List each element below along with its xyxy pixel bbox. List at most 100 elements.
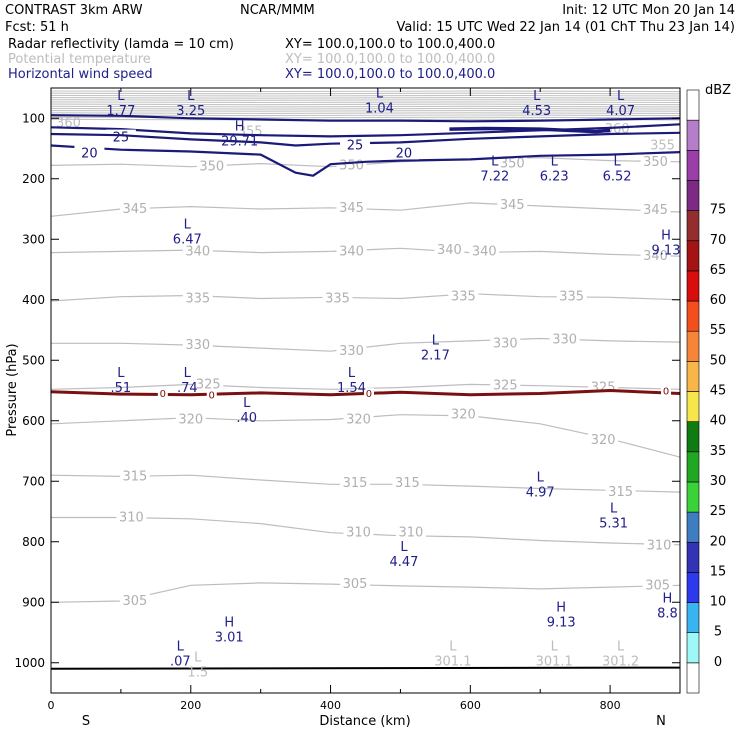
colorbar-swatch — [686, 481, 700, 513]
extremum-value: 6.47 — [173, 232, 202, 247]
colorbar-swatch — [686, 150, 700, 181]
theta-contour-label: 320 — [451, 408, 476, 423]
extremum-marker: L4.53 — [522, 89, 551, 119]
colorbar-swatch — [686, 210, 700, 242]
extremum-type: L — [537, 470, 545, 485]
extremum-marker: H3.01 — [215, 615, 244, 645]
extremum-marker: L2.17 — [421, 334, 450, 364]
extremum-marker: H29.71 — [221, 119, 258, 149]
extremum-type: H — [663, 591, 673, 606]
theta-contour-label: 345 — [500, 198, 525, 213]
extremum-value: 4.97 — [526, 485, 555, 500]
colorbar-swatch — [686, 572, 700, 603]
theta-contour-label: 310 — [399, 526, 424, 541]
extremum-marker: L5.31 — [599, 502, 628, 532]
extremum-value: 3.25 — [176, 104, 205, 119]
x-tick-label: 800 — [600, 699, 621, 712]
extremum-type: L — [551, 154, 559, 169]
init-time: Init: 12 UTC Mon 20 Jan 14 — [562, 3, 735, 18]
theta-contour-label: 335 — [559, 290, 584, 305]
extremum-type: L — [551, 640, 559, 655]
extremum-type: L — [617, 89, 625, 104]
theta-contour-label-bg — [549, 331, 580, 346]
theta-contour-label-bg — [116, 509, 147, 524]
colorbar-swatch — [686, 451, 700, 483]
theta-contour-label-bg — [336, 199, 367, 214]
colorbar-swatch — [686, 421, 700, 453]
colorbar-level: 50 — [710, 353, 727, 368]
extremum-value: 9.13 — [652, 243, 681, 258]
field-wind-xy: XY= 100.0,100.0 to 100.0,400.0 — [285, 67, 495, 82]
extremum-value: 1.04 — [365, 102, 394, 117]
x-axis-label: Distance (km) — [319, 714, 410, 729]
extremum-type: L — [243, 396, 251, 411]
theta-contour-label: 350 — [199, 160, 224, 175]
extremum-value: 1.54 — [337, 381, 366, 396]
y-tick-label: 900 — [22, 595, 45, 609]
extremum-value: 2.17 — [421, 349, 450, 364]
colorbar-swatch — [686, 662, 700, 694]
theta-contour-label: 325 — [196, 377, 221, 392]
extremum-value: 6.52 — [603, 169, 632, 184]
extremum-type: L — [117, 366, 125, 381]
theta-contour-label: 320 — [346, 413, 371, 428]
center-name: NCAR/MMM — [240, 3, 315, 18]
extremum-type: L — [177, 640, 185, 655]
freezing-level-contour: 0 0 0 0 — [51, 385, 680, 401]
theta-contour-label-bg — [182, 337, 213, 352]
upper-theta-stripe — [51, 107, 680, 110]
theta-contour-label: 345 — [122, 202, 147, 217]
theta-contour-label: 310 — [119, 511, 144, 526]
upper-theta-stripe — [51, 90, 680, 93]
wind-contour-label-bg — [74, 145, 105, 160]
freezing-level-label-bg — [206, 389, 217, 401]
extremum-marker: L1.5 — [187, 651, 208, 681]
colorbar-level: 30 — [710, 474, 727, 489]
extremum-type: L — [432, 334, 440, 349]
extremum-marker: L6.23 — [540, 154, 569, 184]
y-tick-label: 1000 — [14, 656, 45, 670]
wind-contour-label: 25 — [347, 138, 364, 153]
theta-contour-label: 340 — [643, 249, 668, 264]
extremum-type: L — [348, 366, 356, 381]
colorbar-swatch — [686, 119, 700, 151]
field-theta-xy: XY= 100.0,100.0 to 100.0,400.0 — [285, 52, 495, 67]
theta-contour-label: 315 — [343, 476, 368, 491]
theta-contour-label-bg — [448, 288, 479, 303]
colorbar-swatch — [686, 361, 700, 392]
upper-theta-stripe — [51, 105, 680, 108]
colorbar-level: 65 — [710, 263, 727, 278]
y-tick-label: 600 — [22, 414, 45, 428]
colorbar-unit: dBZ — [705, 83, 731, 98]
extremum-type: H — [556, 600, 566, 615]
theta-contour-label: 340 — [185, 244, 210, 259]
theta-contour-label: 330 — [493, 336, 518, 351]
y-axis-label: Pressure (hPa) — [5, 343, 20, 436]
freezing-level-label: 0 — [366, 389, 372, 400]
upper-theta-stripe — [51, 112, 680, 114]
theta-contour-label: 350 — [339, 158, 364, 173]
x-axis-end-label: N — [656, 714, 666, 729]
wind-contour-label: 20 — [396, 146, 413, 161]
theta-contour-label: 305 — [343, 577, 368, 592]
extremum-value: 29.71 — [221, 134, 258, 149]
theta-overlap-label: 355 — [650, 138, 675, 153]
extremum-value: 3.01 — [215, 630, 244, 645]
theta-contour-label: 310 — [346, 526, 371, 541]
wind-speed-contours: 25 25 20 20 — [51, 114, 680, 177]
extremum-type: L — [613, 154, 621, 169]
extremum-marker: L.07 — [170, 640, 191, 670]
theta-contour-label-bg — [640, 202, 671, 217]
theta-contour-label-bg — [392, 475, 423, 490]
colorbar-swatch — [686, 330, 700, 362]
theta-contour-label: 315 — [608, 485, 633, 500]
theta-contour-label-bg — [119, 201, 150, 215]
theta-contour-label: 340 — [339, 244, 364, 259]
extremum-type: L — [491, 154, 499, 169]
colorbar-level: 5 — [714, 625, 722, 640]
valid-time: Valid: 15 UTC Wed 22 Jan 14 (01 ChT Thu … — [396, 20, 735, 35]
wind-contour-label: 25 — [113, 131, 130, 146]
theta-contour-label: 325 — [591, 380, 616, 395]
theta-contour-label-bg — [196, 158, 227, 173]
